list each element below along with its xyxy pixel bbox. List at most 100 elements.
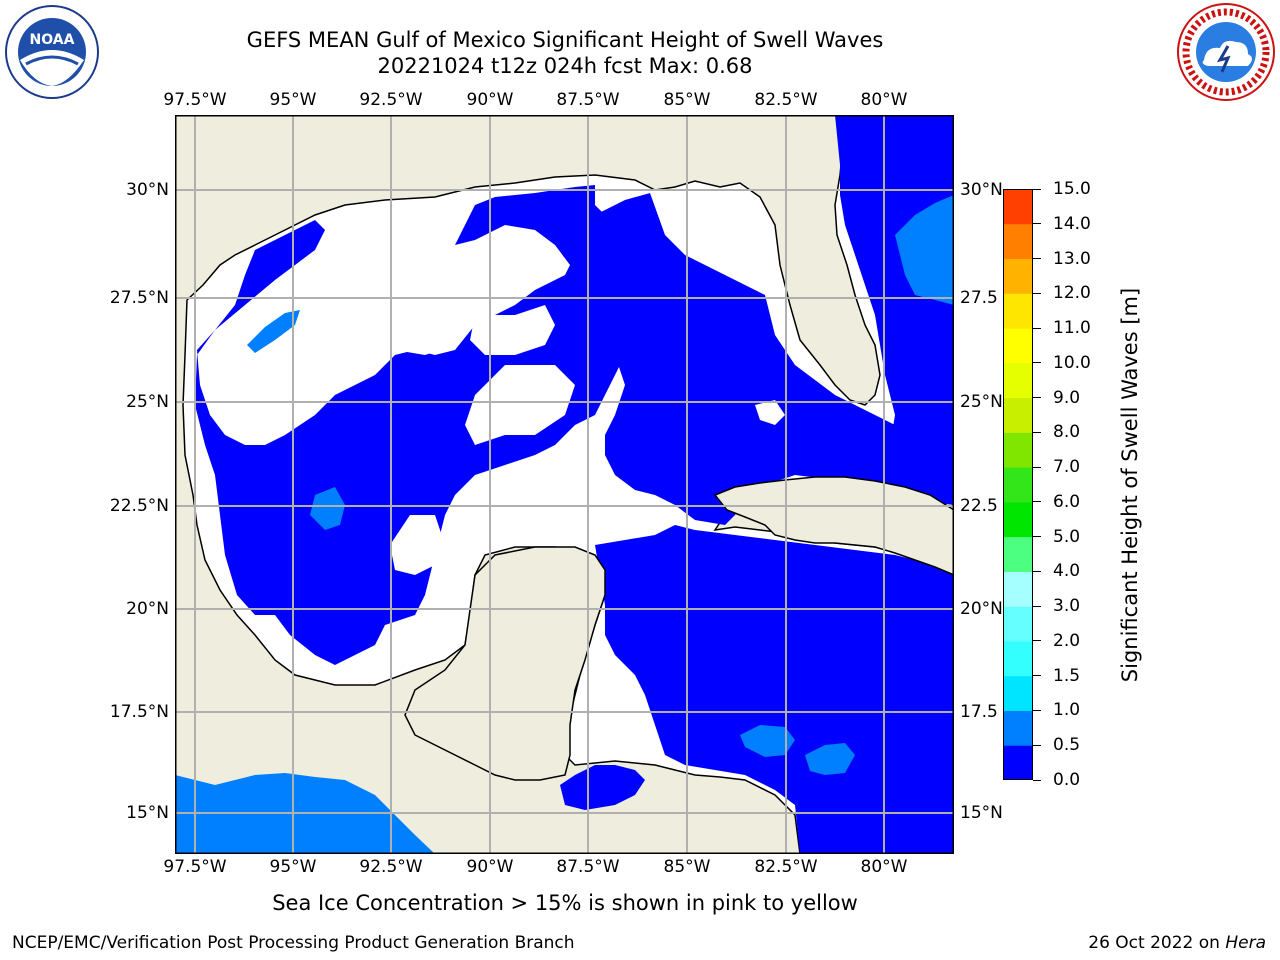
lon-tick-top: 95°W bbox=[269, 90, 317, 110]
colorbar-segment bbox=[1003, 258, 1033, 294]
colorbar-segment bbox=[1003, 432, 1033, 468]
colorbar-segment bbox=[1003, 536, 1033, 572]
colorbar-tick-mark bbox=[1033, 292, 1041, 294]
nws-logo bbox=[1177, 3, 1275, 101]
colorbar-segment bbox=[1003, 328, 1033, 364]
colorbar bbox=[1003, 189, 1033, 780]
lon-tick-top: 97.5°W bbox=[163, 90, 227, 110]
colorbar-tick-label: 1.0 bbox=[1053, 700, 1081, 721]
colorbar-tick-mark bbox=[1033, 501, 1041, 503]
colorbar-tick-mark bbox=[1033, 431, 1041, 433]
colorbar-tick-label: 2.0 bbox=[1053, 630, 1081, 651]
colorbar-segment bbox=[1003, 501, 1033, 538]
lat-tick-right: 25°N bbox=[960, 392, 1003, 412]
lat-tick-right: 17.5 bbox=[960, 702, 998, 722]
lon-tick-bottom: 90°W bbox=[466, 857, 514, 877]
svg-text:NOAA: NOAA bbox=[30, 32, 75, 48]
lon-tick-bottom: 92.5°W bbox=[359, 857, 423, 877]
lon-tick-bottom: 80°W bbox=[860, 857, 908, 877]
lon-tick-bottom: 97.5°W bbox=[163, 857, 227, 877]
sea-ice-note: Sea Ice Concentration > 15% is shown in … bbox=[272, 891, 858, 915]
colorbar-tick-mark bbox=[1033, 675, 1041, 677]
lon-tick-top: 90°W bbox=[466, 90, 514, 110]
colorbar-tick-label: 12.0 bbox=[1053, 283, 1091, 304]
footer-date: 26 Oct 2022 on Hera bbox=[1088, 933, 1266, 953]
colorbar-tick-label: 6.0 bbox=[1053, 491, 1081, 512]
lon-tick-top: 87.5°W bbox=[556, 90, 620, 110]
colorbar-tick-label: 3.0 bbox=[1053, 596, 1081, 617]
colorbar-tick-label: 14.0 bbox=[1053, 213, 1091, 234]
colorbar-tick-mark bbox=[1033, 258, 1041, 260]
colorbar-tick-mark bbox=[1033, 605, 1041, 607]
colorbar-segment bbox=[1003, 571, 1033, 607]
lon-tick-top: 80°W bbox=[860, 90, 908, 110]
colorbar-tick-mark bbox=[1033, 223, 1041, 225]
colorbar-tick-label: 15.0 bbox=[1053, 179, 1091, 199]
lon-tick-bottom: 87.5°W bbox=[556, 857, 620, 877]
lat-tick-left: 20°N bbox=[126, 599, 169, 619]
lat-tick-right: 20°N bbox=[960, 599, 1003, 619]
colorbar-tick-mark bbox=[1033, 327, 1041, 329]
lat-tick-right: 27.5 bbox=[960, 288, 998, 308]
lon-tick-bottom: 85°W bbox=[663, 857, 711, 877]
colorbar-segment bbox=[1003, 640, 1033, 677]
colorbar-tick-label: 0.0 bbox=[1053, 770, 1081, 790]
colorbar-segment bbox=[1003, 606, 1033, 642]
colorbar-tick-mark bbox=[1033, 188, 1041, 190]
colorbar-segment bbox=[1003, 397, 1033, 433]
colorbar-tick-mark bbox=[1033, 397, 1041, 399]
lon-tick-top: 92.5°W bbox=[359, 90, 423, 110]
colorbar-tick-label: 5.0 bbox=[1053, 526, 1081, 547]
footer-credit: NCEP/EMC/Verification Post Processing Pr… bbox=[12, 933, 575, 953]
colorbar-tick-mark bbox=[1033, 466, 1041, 468]
map bbox=[175, 115, 954, 854]
colorbar-segment bbox=[1003, 467, 1033, 503]
colorbar-tick-label: 1.5 bbox=[1053, 665, 1081, 686]
colorbar-segment bbox=[1003, 223, 1033, 260]
cuba-landmass bbox=[713, 476, 954, 576]
colorbar-tick-label: 8.0 bbox=[1053, 422, 1081, 443]
nodata-gaps bbox=[305, 265, 785, 575]
lat-tick-right: 30°N bbox=[960, 180, 1003, 200]
colorbar-tick-label: 13.0 bbox=[1053, 248, 1091, 269]
lat-tick-left: 27.5°N bbox=[109, 288, 169, 308]
colorbar-tick-mark bbox=[1033, 744, 1041, 746]
colorbar-tick-mark bbox=[1033, 709, 1041, 711]
lat-tick-left: 17.5°N bbox=[109, 702, 169, 722]
lat-tick-left: 22.5°N bbox=[109, 496, 169, 516]
chart-title: GEFS MEAN Gulf of Mexico Significant Hei… bbox=[246, 28, 884, 52]
colorbar-segment bbox=[1003, 710, 1033, 746]
colorbar-border bbox=[1003, 189, 1033, 780]
colorbar-tick-label: 10.0 bbox=[1053, 352, 1091, 373]
lat-tick-left: 30°N bbox=[126, 180, 169, 200]
colorbar-segment bbox=[1003, 675, 1033, 711]
lon-tick-bottom: 95°W bbox=[269, 857, 317, 877]
colorbar-tick-mark bbox=[1033, 362, 1041, 364]
lon-tick-top: 85°W bbox=[663, 90, 711, 110]
lat-tick-right: 22.5 bbox=[960, 496, 998, 516]
lon-tick-top: 82.5°W bbox=[754, 90, 818, 110]
graticule bbox=[175, 115, 954, 854]
colorbar-segment bbox=[1003, 293, 1033, 329]
map-border bbox=[175, 115, 954, 854]
chart-subtitle: 20221024 t12z 024h fcst Max: 0.68 bbox=[377, 54, 753, 78]
colorbar-tick-mark bbox=[1033, 536, 1041, 538]
lat-tick-right: 15°N bbox=[960, 803, 1003, 823]
footer-host: Hera bbox=[1225, 933, 1266, 953]
lat-tick-left: 25°N bbox=[126, 392, 169, 412]
colorbar-segment bbox=[1003, 189, 1033, 225]
colorbar-label: Significant Height of Swell Waves [m] bbox=[1118, 287, 1142, 683]
colorbar-tick-label: 11.0 bbox=[1053, 318, 1091, 339]
colorbar-tick-mark bbox=[1033, 779, 1041, 781]
colorbar-tick-label: 9.0 bbox=[1053, 387, 1081, 408]
colorbar-tick-label: 7.0 bbox=[1053, 457, 1081, 478]
colorbar-tick-label: 4.0 bbox=[1053, 561, 1081, 582]
colorbar-tick-mark bbox=[1033, 570, 1041, 572]
colorbar-tick-mark bbox=[1033, 640, 1041, 642]
yucatan-landmass bbox=[404, 546, 606, 781]
lon-tick-bottom: 82.5°W bbox=[754, 857, 818, 877]
colorbar-segment bbox=[1003, 745, 1033, 780]
colorbar-tick-label: 0.5 bbox=[1053, 735, 1081, 756]
noaa-logo: NOAA bbox=[5, 5, 99, 99]
colorbar-segment bbox=[1003, 362, 1033, 399]
